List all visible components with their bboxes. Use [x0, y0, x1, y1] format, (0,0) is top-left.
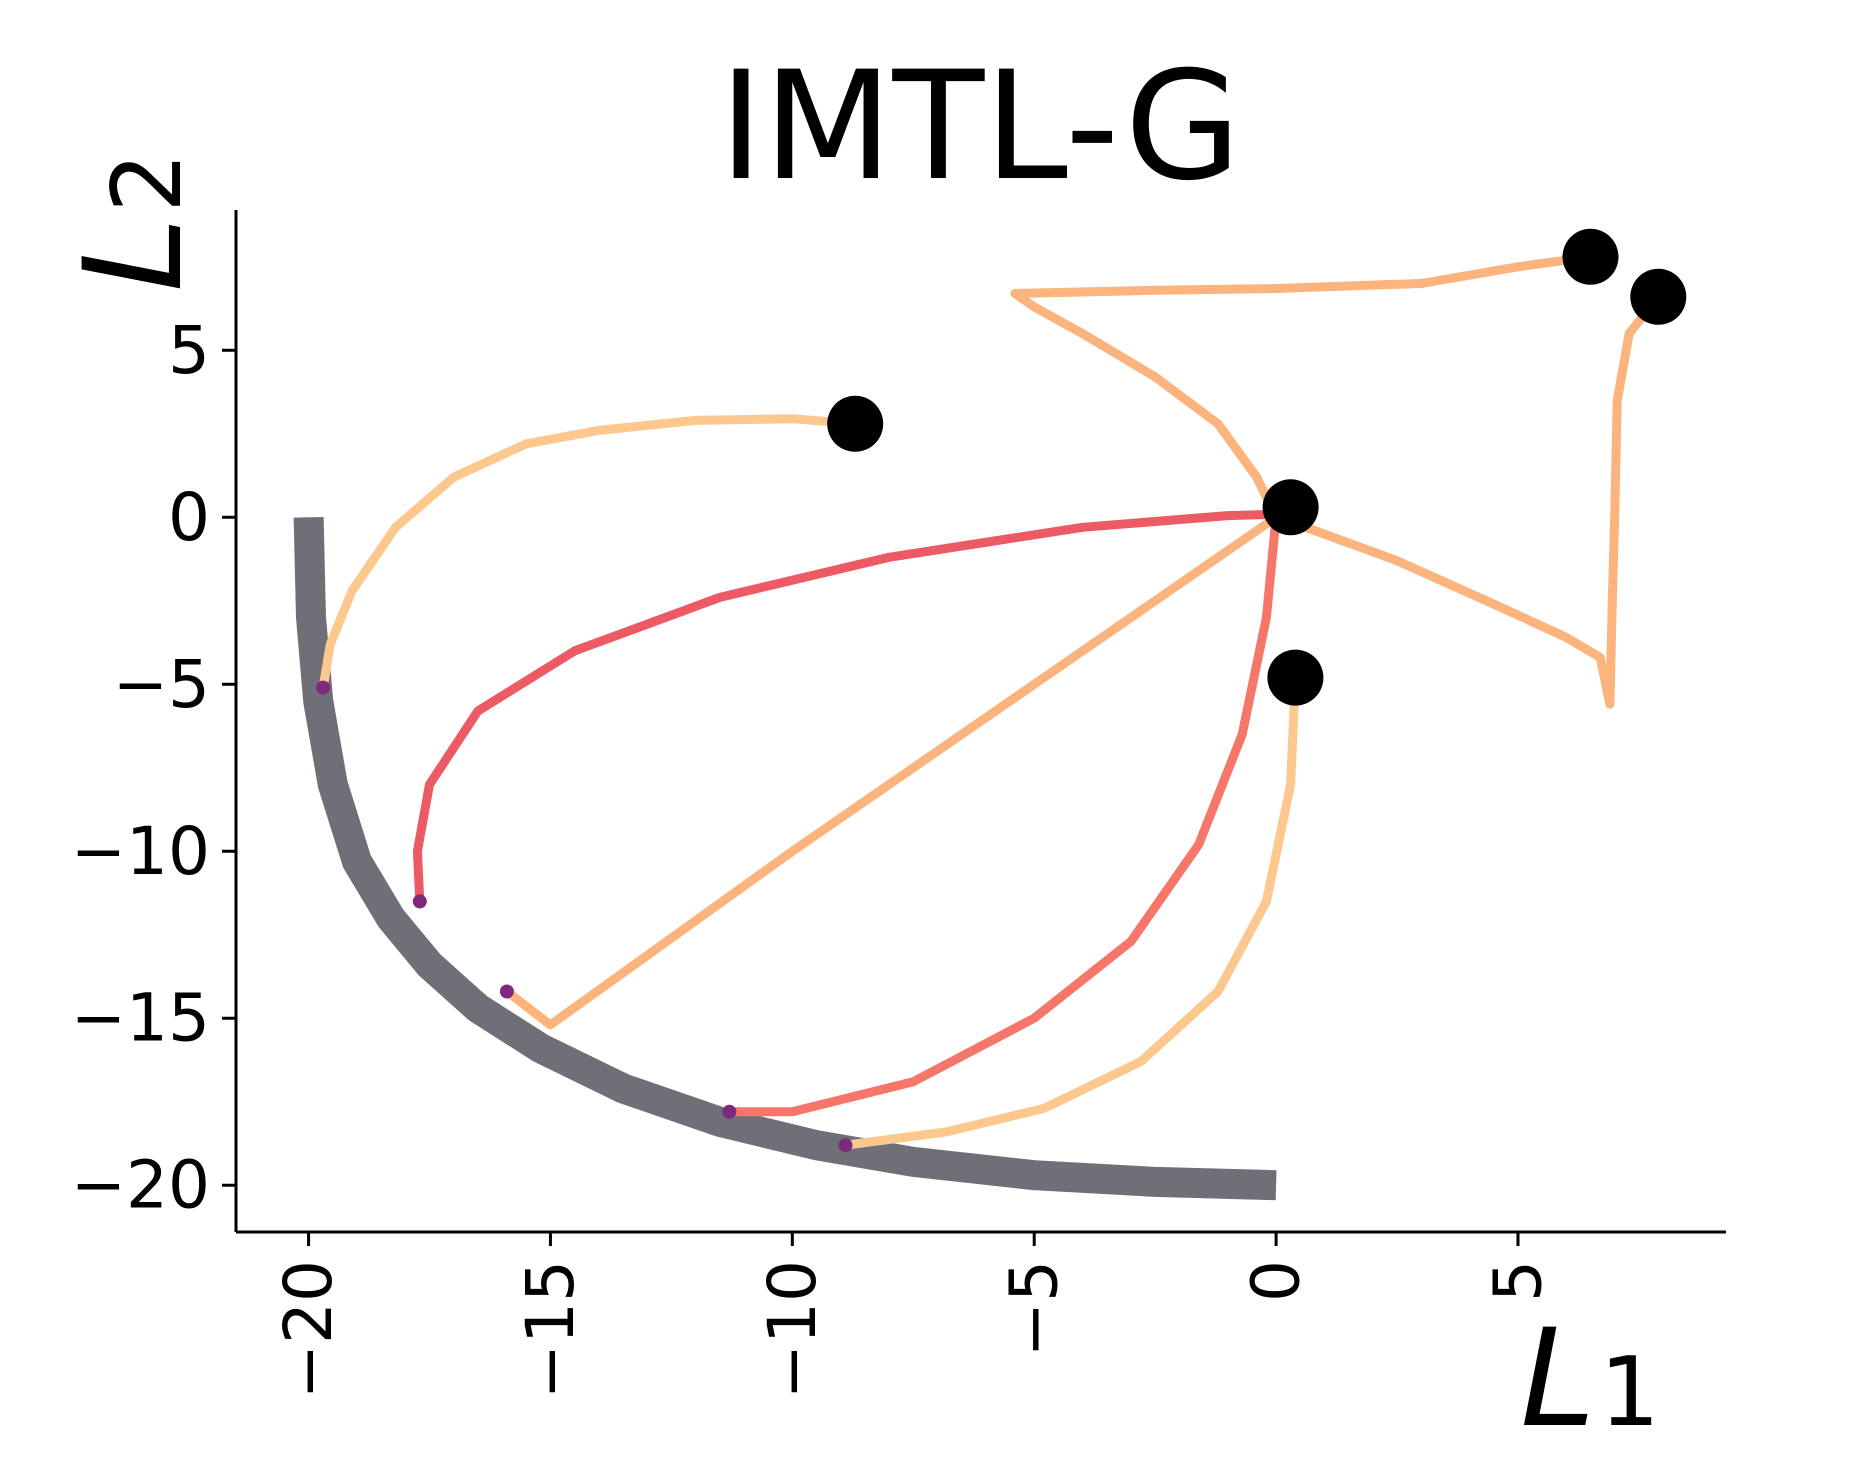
x-tick-label: −10: [754, 1260, 831, 1399]
y-tick-label: 5: [168, 312, 210, 389]
y-tick-label: −5: [113, 646, 210, 723]
trajectory-line-4: [724, 512, 1281, 1117]
pareto-front-line: [293, 516, 1277, 1201]
start-point-marker: [1262, 479, 1319, 536]
x-tick-label: −15: [512, 1260, 589, 1399]
start-point-marker: [1562, 228, 1619, 285]
y-axis-label: L2: [55, 152, 212, 292]
x-tick-label: −20: [270, 1260, 347, 1399]
axes-spines: [234, 210, 1726, 1234]
x-axis-label-subscript: 1: [1600, 1338, 1660, 1448]
y-axis-label-group: L2: [55, 152, 212, 292]
end-point-marker: [722, 1104, 737, 1119]
end-point-marker: [838, 1138, 853, 1153]
end-point-marker: [412, 894, 427, 909]
end-point-marker: [316, 680, 331, 695]
y-ticks: 5 0 −5 −10 −15 −20: [71, 312, 236, 1224]
x-axis-label-main: L: [1520, 1300, 1595, 1457]
end-point-marker: [499, 984, 514, 999]
x-tick-label: 0: [1238, 1260, 1315, 1302]
y-tick-label: −10: [71, 813, 210, 890]
trajectory-line-2: [412, 509, 1296, 906]
trajectory-line-7: [1271, 292, 1663, 709]
y-tick-label: −20: [71, 1147, 210, 1224]
y-axis-label-subscript: 2: [93, 152, 203, 212]
start-point-marker: [827, 395, 884, 452]
start-point-marker: [1630, 268, 1687, 325]
plot-area: [293, 228, 1687, 1201]
chart-title: IMTL-G: [719, 40, 1241, 214]
y-tick-label: 0: [168, 479, 210, 556]
start-point-marker: [1267, 649, 1324, 706]
y-axis-label-main: L: [55, 217, 212, 292]
x-ticks: −20 −15 −10 −5 0 5: [270, 1232, 1557, 1399]
x-tick-label: −5: [996, 1260, 1073, 1357]
trajectory-line-3: [502, 512, 1281, 1030]
x-axis-label-group: L1: [1520, 1300, 1660, 1457]
trajectory-line-5: [841, 673, 1300, 1150]
trajectory-line-6: [1010, 252, 1595, 522]
trajectory-line-1: [318, 414, 860, 693]
y-tick-label: −15: [71, 980, 210, 1057]
x-tick-label: 5: [1480, 1260, 1557, 1302]
x-axis-label: L1: [1520, 1300, 1660, 1457]
